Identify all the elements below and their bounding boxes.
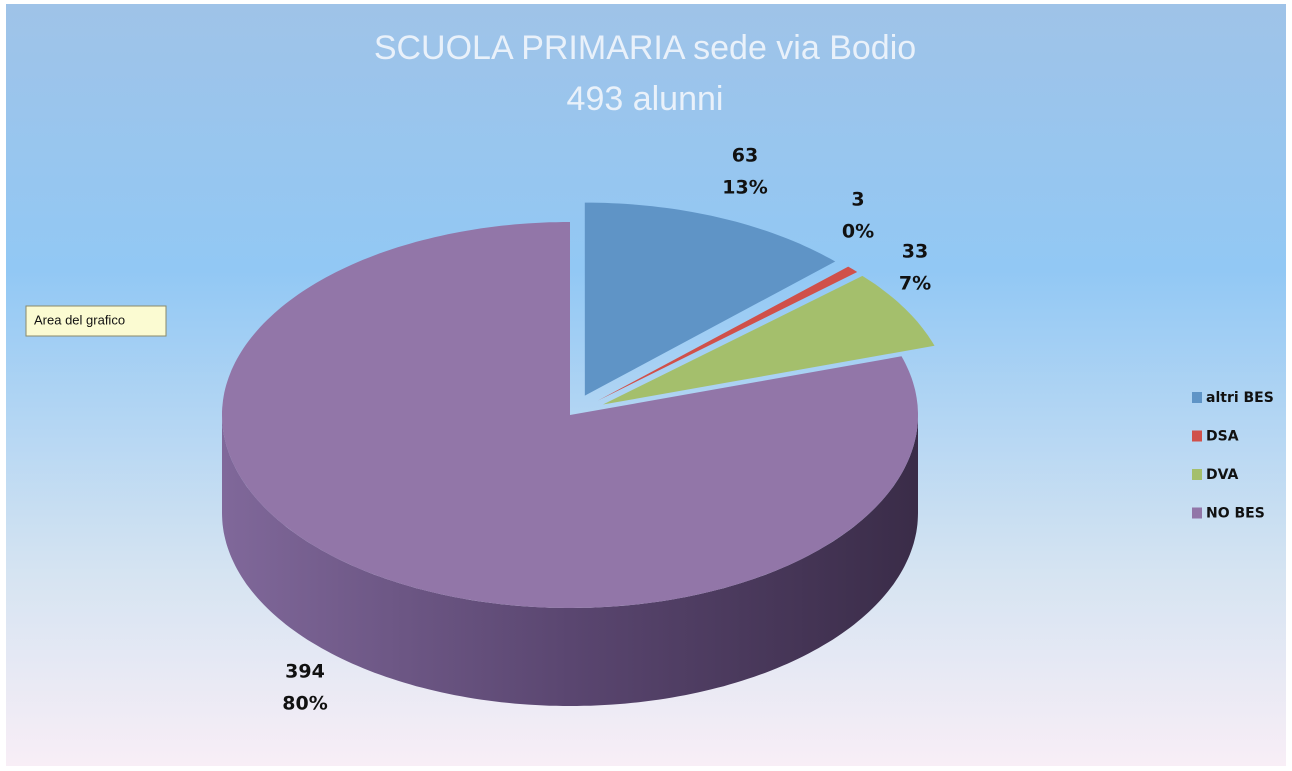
slice	[584, 202, 836, 396]
legend-label: DVA	[1206, 467, 1239, 483]
slice	[597, 266, 858, 401]
data-label-percent: 13%	[722, 177, 767, 199]
legend-swatch	[1192, 507, 1202, 519]
chart-title: SCUOLA PRIMARIA sede via Bodio	[374, 29, 916, 67]
tooltip-box	[25, 305, 167, 337]
data-label-value: 63	[732, 145, 758, 167]
data-label-percent: 7%	[899, 273, 931, 295]
legend-swatch	[1192, 469, 1202, 480]
tooltip-text: Area del grafico	[34, 312, 125, 327]
tooltip: Area del grafico	[25, 305, 167, 337]
data-label-value: 3	[851, 189, 864, 211]
slice-side	[222, 415, 918, 706]
legend-swatch	[1192, 430, 1202, 442]
data-label-value: 394	[285, 661, 325, 683]
slice	[602, 275, 935, 405]
legend-label: altri BES	[1206, 390, 1274, 406]
legend-label: NO BES	[1206, 506, 1265, 522]
data-label-percent: 0%	[842, 221, 874, 243]
data-label-value: 33	[902, 241, 928, 263]
chart-subtitle: 493 alunni	[567, 80, 724, 118]
data-label-percent: 80%	[282, 693, 327, 715]
legend-swatch	[1192, 392, 1202, 403]
pie	[222, 202, 935, 706]
legend-label: DSA	[1206, 429, 1239, 445]
slice	[222, 222, 918, 608]
